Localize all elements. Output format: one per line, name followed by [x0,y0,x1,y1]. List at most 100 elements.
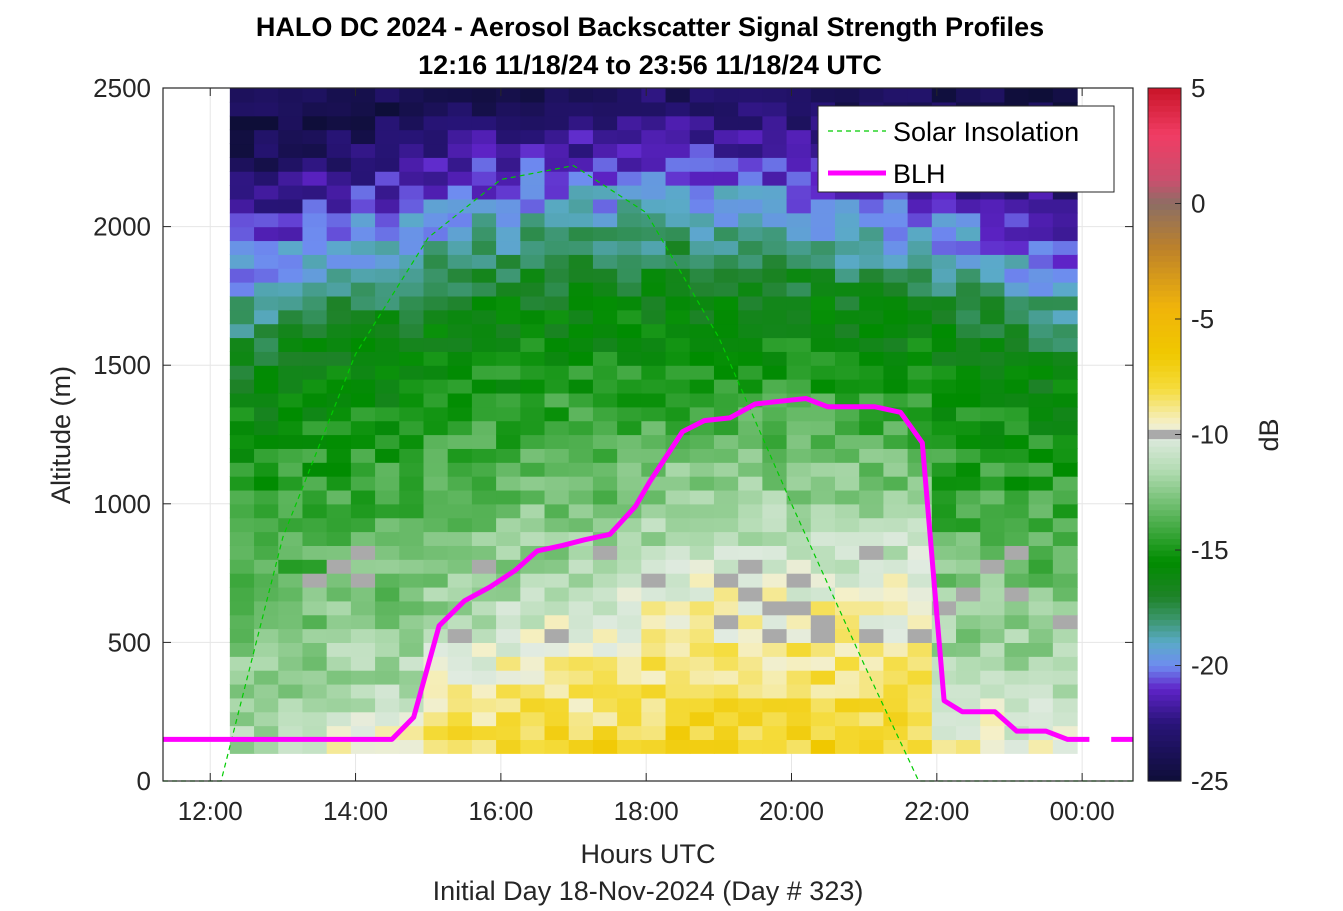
heatmap-cell [278,365,304,380]
heatmap-cell [229,295,255,311]
heatmap-cell [326,725,352,741]
heatmap-cell [496,115,521,131]
heatmap-cell [375,295,400,311]
heatmap-cell [544,240,570,255]
heatmap-cell [592,683,618,699]
y-tick-label-3: 1500 [93,350,151,380]
heatmap-cell [786,559,812,574]
heatmap-cell [980,212,1006,228]
heatmap-cell [471,600,497,616]
heatmap-cell [713,476,739,491]
heatmap-cell [229,476,255,491]
heatmap-cell [592,573,618,588]
heatmap-cell [254,739,279,754]
heatmap-cell [496,157,521,172]
heatmap-cell [810,240,836,255]
heatmap-cell [810,212,836,228]
heatmap-cell [956,323,981,339]
heatmap-cell [471,392,497,408]
y-tick-label-4: 2000 [93,212,151,242]
heatmap-cell [447,531,473,546]
heatmap-cell [1052,198,1078,214]
colorbar-segment [1148,538,1181,545]
heatmap-cell [689,725,715,741]
heatmap-cell [592,143,618,158]
heatmap-cell [1052,573,1078,588]
colorbar-tick-label-0: -25 [1191,766,1229,796]
heatmap-cell [786,212,812,228]
heatmap-cell [762,282,788,297]
heatmap-cell [568,614,594,630]
heatmap-cell [399,185,425,200]
heatmap-cell [254,476,279,491]
heatmap-cell [834,586,860,602]
heatmap-cell [302,545,328,560]
heatmap-cell [399,448,425,463]
heatmap-cell [617,573,642,588]
heatmap-cell [520,309,546,325]
heatmap-cell [496,406,521,422]
heatmap-cell [278,392,304,408]
heatmap-cell [350,365,376,380]
heatmap-cell [1028,586,1054,602]
heatmap-cell [496,212,521,228]
heatmap-cell [810,226,836,242]
heatmap-cell [520,476,546,491]
heatmap-cell [568,157,594,172]
heatmap-cell [738,545,763,560]
heatmap-cell [447,420,473,436]
heatmap-cell [883,642,909,657]
heatmap-cell [423,295,449,311]
heatmap-cell [1004,198,1030,214]
heatmap-cell [810,420,836,436]
heatmap-cell [544,586,570,602]
heatmap-cell [229,697,255,713]
heatmap-cell [1004,670,1030,685]
heatmap-cell [689,309,715,325]
heatmap-cell [956,697,981,713]
heatmap-cell [254,254,279,269]
heatmap-cell [786,614,812,630]
heatmap-cell [326,379,352,394]
heatmap-cell [786,115,812,131]
heatmap-cell [568,434,594,449]
heatmap-cell [423,101,449,117]
heatmap-cell [350,545,376,560]
colorbar-segment [1148,359,1181,366]
heatmap-cell [326,240,352,255]
heatmap-cell [471,337,497,352]
heatmap-cell [641,573,667,588]
heatmap-cell [689,240,715,255]
heatmap-cell [423,254,449,269]
heatmap-cell [617,697,642,713]
heatmap-cell [350,171,376,186]
heatmap-cell [689,573,715,588]
heatmap-cell [883,198,909,214]
heatmap-cell [326,448,352,463]
heatmap-cell [375,739,400,754]
colorbar-segment [1148,139,1181,147]
heatmap-cell [859,628,885,643]
heatmap-cell [326,392,352,408]
heatmap-cell [592,379,618,394]
heatmap-cell [592,642,618,657]
heatmap-cell [375,573,400,588]
heatmap-cell [423,212,449,228]
heatmap-cell [1052,406,1078,422]
heatmap-cell [689,476,715,491]
heatmap-cell [302,683,328,699]
heatmap-cell [326,600,352,616]
heatmap-cell [762,226,788,242]
heatmap-cell [278,559,304,574]
heatmap-cell [713,600,739,616]
heatmap-cell [980,545,1006,560]
heatmap-cell [956,88,981,103]
colorbar-segment [1148,238,1181,245]
heatmap-cell [399,365,425,380]
heatmap-cell [810,739,836,754]
heatmap-cell [471,365,497,380]
heatmap-cell [1004,586,1030,602]
colorbar-label: dB [1254,418,1284,451]
heatmap-cell [617,212,642,228]
heatmap-cell [1028,739,1054,754]
